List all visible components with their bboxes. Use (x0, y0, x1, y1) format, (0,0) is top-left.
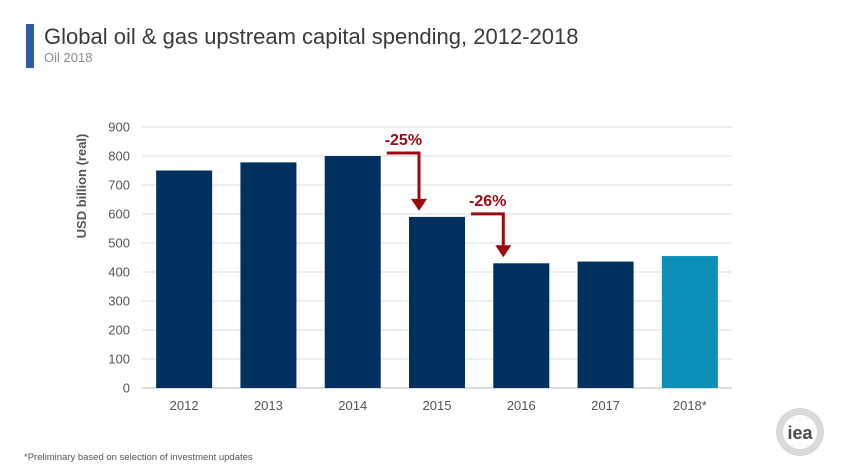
x-tick-label: 2012 (170, 398, 199, 413)
y-tick-label: 900 (108, 120, 130, 135)
y-tick-label: 0 (123, 381, 130, 396)
bar-2015 (409, 216, 465, 388)
bar-2014 (324, 156, 381, 388)
decline-label: -25% (385, 132, 422, 149)
bar-2017 (577, 261, 634, 388)
x-tick-label: 2018* (673, 398, 707, 413)
decline-arrow (471, 212, 505, 248)
bar-2016 (493, 263, 550, 388)
decline-arrow (386, 151, 421, 201)
title-accent-bar (26, 24, 34, 68)
bar-2018 (661, 256, 718, 388)
x-tick-label: 2014 (338, 398, 367, 413)
y-tick-label: 200 (108, 323, 130, 338)
bar-2012 (156, 170, 213, 388)
y-tick-label: 800 (108, 149, 130, 164)
decline-arrowhead (411, 198, 427, 211)
iea-logo: iea (776, 408, 824, 456)
bar-2013 (240, 162, 297, 388)
decline-label: -26% (469, 193, 506, 210)
y-tick-label: 400 (108, 265, 130, 280)
chart-subtitle: Oil 2018 (44, 50, 93, 65)
y-tick-label: 600 (108, 207, 130, 222)
x-tick-label: 2013 (254, 398, 283, 413)
x-tick-label: 2015 (423, 398, 452, 413)
y-tick-label: 500 (108, 236, 130, 251)
logo-text: iea (787, 423, 813, 443)
chart-title: Global oil & gas upstream capital spendi… (44, 24, 579, 49)
footnote: *Preliminary based on selection of inves… (24, 452, 253, 463)
decline-arrowhead (495, 245, 512, 258)
y-tick-label: 700 (108, 178, 130, 193)
y-axis-label: USD billion (real) (74, 134, 89, 239)
y-tick-label: 300 (108, 294, 130, 309)
x-tick-label: 2017 (591, 398, 620, 413)
y-tick-label: 100 (108, 352, 130, 367)
x-tick-label: 2016 (507, 398, 536, 413)
